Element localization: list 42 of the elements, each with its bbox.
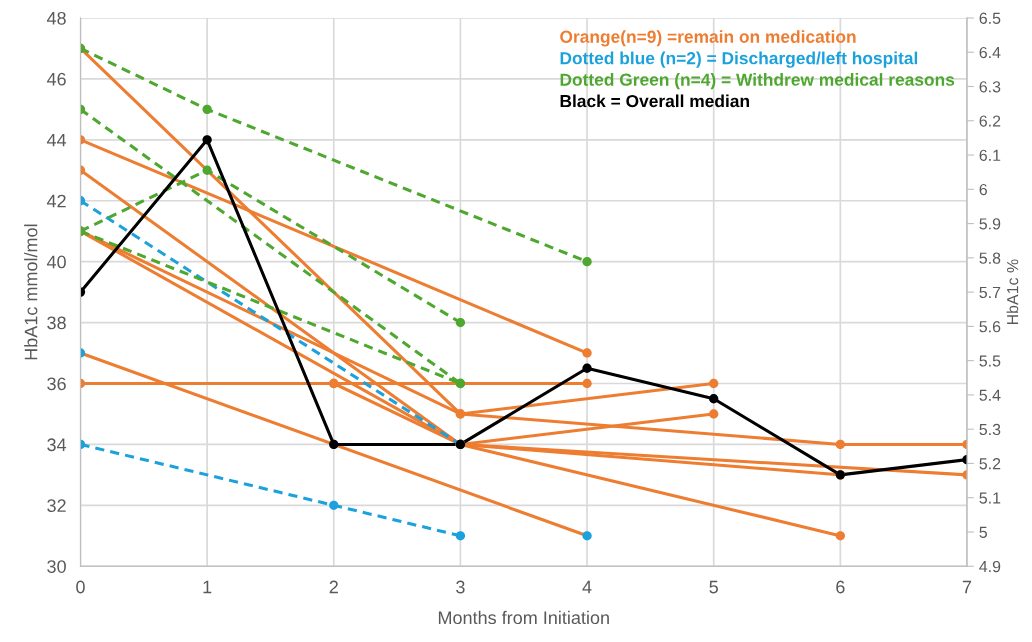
y-tick-label: 32 — [47, 499, 66, 513]
y-tick-label: 36 — [47, 377, 66, 391]
y2-tick-label: 5.6 — [979, 321, 1001, 333]
y2-tick-label: 6 — [979, 183, 987, 196]
y2-tick-label: 5.4 — [979, 389, 1001, 401]
text: Dotted blue (n=2) = Discharged/left hospital — [560, 51, 918, 68]
x-tick-label: 5 — [709, 580, 718, 594]
x-tick-label: 4 — [582, 580, 592, 594]
y-tick-label: 42 — [46, 194, 66, 208]
y2-tick-label: 5.5 — [979, 355, 1001, 367]
y2-tick-label: 5.9 — [979, 218, 1001, 230]
x-tick-label: 3 — [456, 580, 465, 594]
x-tick-label: 2 — [329, 580, 338, 594]
x-tick-label: 7 — [962, 580, 972, 594]
y2-tick-label: 6.3 — [979, 81, 1001, 93]
y2-tick-label: 6.5 — [979, 12, 1001, 24]
x-axis-title: Months from Initiation — [438, 610, 609, 625]
y-tick-label: 46 — [46, 72, 66, 86]
y2-tick-label: 5.2 — [979, 458, 1001, 470]
text: Orange(n=9) =remain on medication — [560, 30, 856, 47]
y-tick-label: 30 — [47, 560, 66, 573]
y2-tick-label: 6.2 — [979, 115, 1001, 127]
y2-tick-label: 5.8 — [979, 252, 1001, 264]
y-tick-label: 38 — [47, 316, 66, 330]
y-tick-label: 48 — [46, 11, 66, 25]
y-tick-label: 34 — [47, 438, 67, 452]
y2-tick-label: 6.1 — [979, 149, 1001, 161]
y-tick-label: 40 — [46, 255, 66, 269]
y2-tick-label: 5.1 — [979, 492, 1001, 504]
y-tick-label: 44 — [46, 133, 67, 147]
y2-tick-label: 6.4 — [979, 46, 1001, 59]
x-tick-label: 6 — [836, 580, 845, 594]
x-tick-label: 1 — [203, 580, 212, 594]
y2-tick-label: 5 — [979, 526, 987, 538]
text: Black = Overall median — [560, 94, 749, 108]
y2-tick-label: 5.3 — [979, 423, 1001, 436]
y2-tick-label: 5.7 — [979, 286, 1001, 299]
x-tick-label: 0 — [76, 580, 85, 594]
y2-tick-label: 4.9 — [979, 560, 1001, 573]
y2-axis-title: HbA1c % — [1006, 259, 1019, 325]
text: Dotted Green (n=4) = Withdrew medical reasons — [560, 73, 955, 90]
y-axis-title: HbA1c mmol/mol — [24, 224, 38, 360]
